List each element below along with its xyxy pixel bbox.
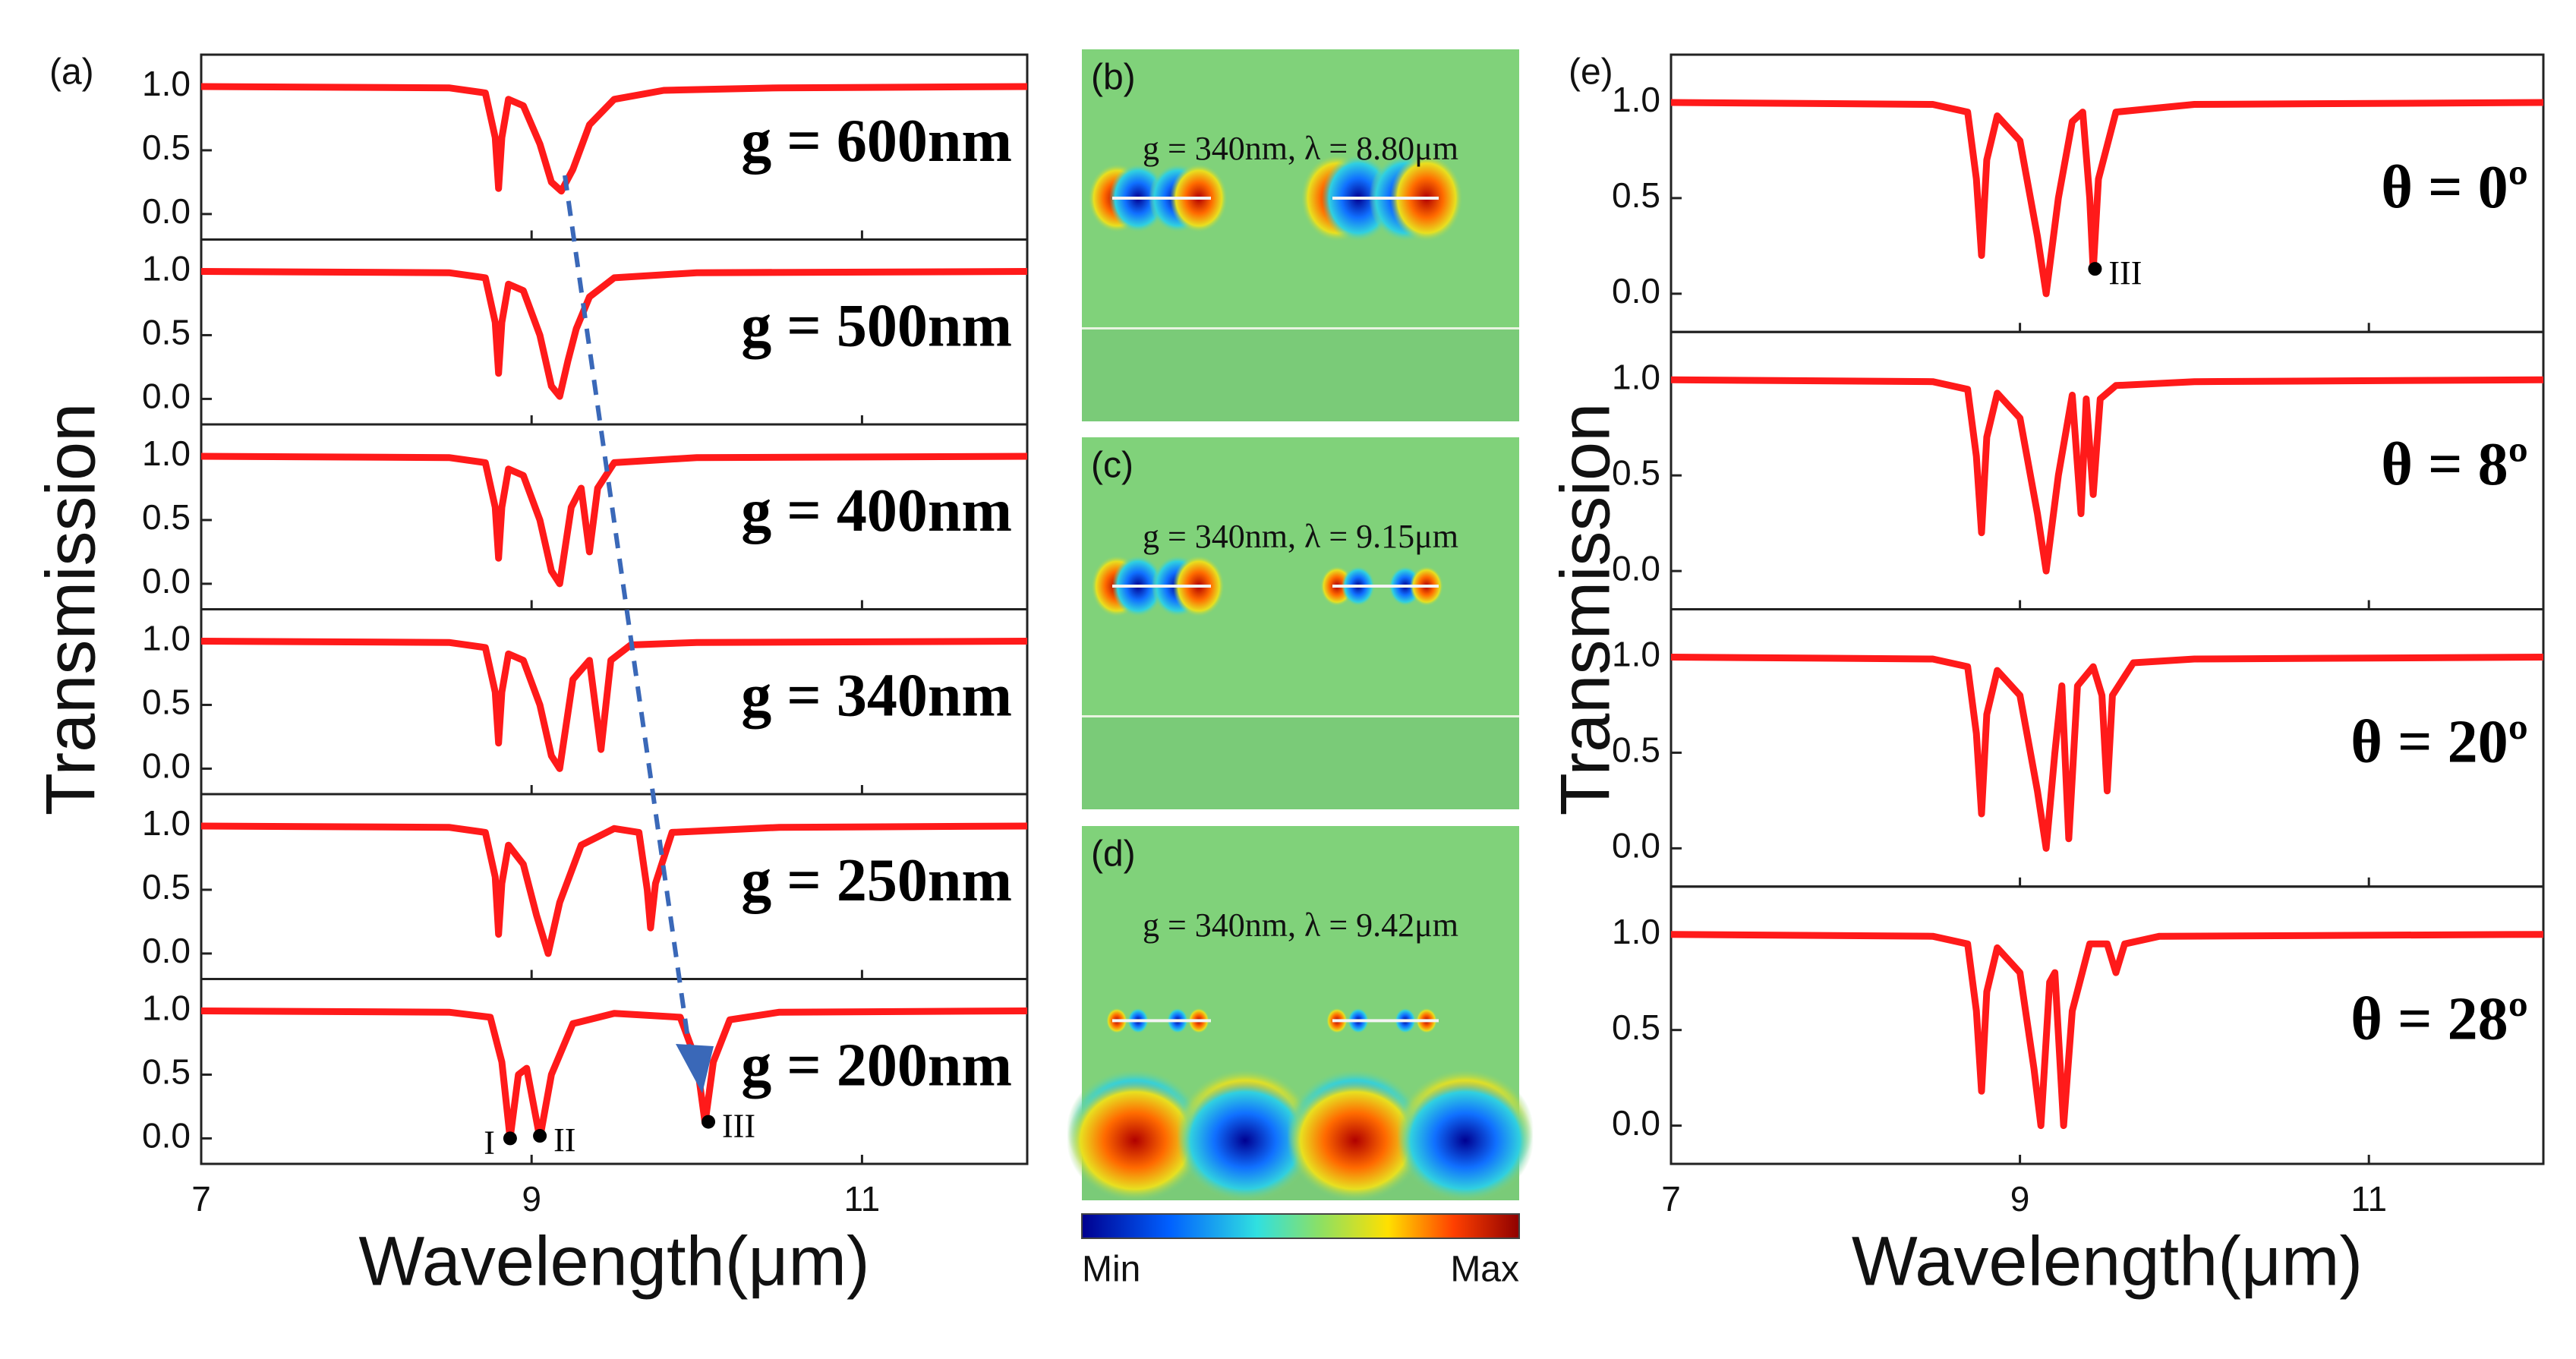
point-label: I [484, 1124, 495, 1162]
subplot-frame [200, 978, 1029, 1165]
field-lobe [1287, 1080, 1424, 1202]
x-tick-label: 9 [2010, 1179, 2030, 1219]
annotation: θ = 28º [2351, 986, 2528, 1053]
field-lobe [1067, 1080, 1203, 1202]
y-tick-label: 1.0 [142, 434, 191, 473]
point-marker [533, 1129, 547, 1143]
y-tick-label: 0.0 [142, 561, 191, 601]
transmission-curve [200, 268, 1028, 400]
point-marker [2088, 262, 2102, 276]
y-tick-label: 0.0 [1612, 826, 1660, 866]
map-caption: g = 340nm, λ = 8.80μm [1143, 130, 1458, 167]
map-caption: g = 340nm, λ = 9.15μm [1143, 518, 1458, 555]
annotation: g = 340nm [741, 663, 1012, 730]
point-label: III [2108, 254, 2142, 292]
y-axis-title: Transmission [1547, 403, 1624, 816]
y-tick-label: 0.0 [1612, 271, 1660, 311]
substrate [1082, 328, 1519, 421]
x-axis-title: Wavelength(μm) [1852, 1222, 2363, 1300]
y-tick-label: 0.5 [142, 497, 191, 537]
y-tick-label: 1.0 [142, 249, 191, 289]
annotation: g = 200nm [741, 1033, 1012, 1099]
y-tick-label: 0.5 [142, 128, 191, 167]
annotation: θ = 8º [2381, 431, 2528, 498]
map-caption: g = 340nm, λ = 9.42μm [1143, 907, 1458, 944]
x-tick-label: 7 [191, 1179, 211, 1219]
y-tick-label: 1.0 [1612, 357, 1660, 396]
y-tick-label: 1.0 [142, 989, 191, 1028]
field-lobe [1177, 1080, 1313, 1202]
y-tick-label: 1.0 [1612, 635, 1660, 674]
arrow-head [676, 1044, 714, 1093]
y-tick-label: 0.5 [142, 867, 191, 907]
plots: (a) Transmission Wavelength(μm) 0.0 0.5 1.0 g … [32, 52, 2545, 1300]
y-tick-label: 0.0 [142, 377, 191, 416]
annotation: g = 500nm [741, 293, 1012, 360]
shift-arrow [563, 175, 695, 1071]
y-tick-label: 0.5 [1612, 175, 1660, 215]
y-tick-label: 1.0 [1612, 912, 1660, 951]
y-tick-label: 0.0 [142, 931, 191, 970]
transmission-curve [200, 452, 1028, 588]
annotation: g = 600nm [741, 108, 1012, 175]
transmission-curve [200, 822, 1028, 957]
y-tick-label: 1.0 [142, 619, 191, 658]
field-lobe [1397, 1080, 1534, 1202]
colorbar [1081, 1213, 1520, 1239]
annotation: θ = 20º [2351, 708, 2528, 775]
y-axis-title: Transmission [32, 403, 109, 816]
y-tick-label: 0.5 [1612, 730, 1660, 770]
map-label: (d) [1091, 834, 1136, 875]
x-tick-label: 9 [522, 1179, 541, 1219]
colorbar-max: Max [1450, 1250, 1519, 1290]
map-label: (c) [1091, 446, 1134, 486]
panel-label: (a) [49, 52, 94, 93]
x-tick-label: 7 [1661, 1179, 1681, 1219]
transmission-curve [1670, 931, 2544, 1130]
y-tick-label: 0.0 [142, 746, 191, 786]
y-tick-label: 1.0 [142, 64, 191, 103]
y-tick-label: 0.0 [1612, 1103, 1660, 1143]
transmission-curve [1670, 654, 2544, 852]
point-label: II [553, 1121, 575, 1159]
y-tick-label: 1.0 [142, 803, 191, 843]
subplot-frame [1670, 885, 2545, 1165]
y-tick-label: 0.0 [142, 1116, 191, 1156]
transmission-curve [200, 1007, 1028, 1142]
y-tick-label: 0.5 [142, 313, 191, 352]
point-marker [702, 1115, 716, 1129]
y-tick-label: 0.5 [142, 1052, 191, 1092]
y-tick-label: 0.0 [1612, 548, 1660, 588]
transmission-curve [1670, 376, 2544, 575]
annotation: g = 250nm [741, 847, 1012, 914]
y-tick-label: 0.5 [1612, 1007, 1660, 1047]
transmission-curve [200, 638, 1028, 772]
transmission-curve [200, 83, 1028, 195]
y-tick-label: 0.5 [1612, 452, 1660, 492]
y-tick-label: 0.5 [142, 683, 191, 722]
substrate [1082, 716, 1519, 809]
transmission-curve [1670, 99, 2544, 298]
colorbar-min: Min [1082, 1250, 1140, 1290]
y-tick-label: 1.0 [1612, 80, 1660, 119]
point-label: III [722, 1108, 755, 1145]
panel-label: (e) [1569, 52, 1613, 93]
x-axis-title: Wavelength(μm) [358, 1222, 869, 1300]
point-marker [503, 1131, 517, 1146]
annotation: g = 400nm [741, 478, 1012, 544]
x-tick-label: 11 [844, 1179, 881, 1219]
y-tick-label: 0.0 [142, 191, 191, 231]
field-maps: (b)g = 340nm, λ = 8.80μm(c)g = 340nm, λ … [1067, 49, 1534, 1290]
annotation: θ = 0º [2381, 154, 2528, 221]
map-label: (b) [1091, 58, 1136, 98]
x-tick-label: 11 [2351, 1179, 2387, 1219]
